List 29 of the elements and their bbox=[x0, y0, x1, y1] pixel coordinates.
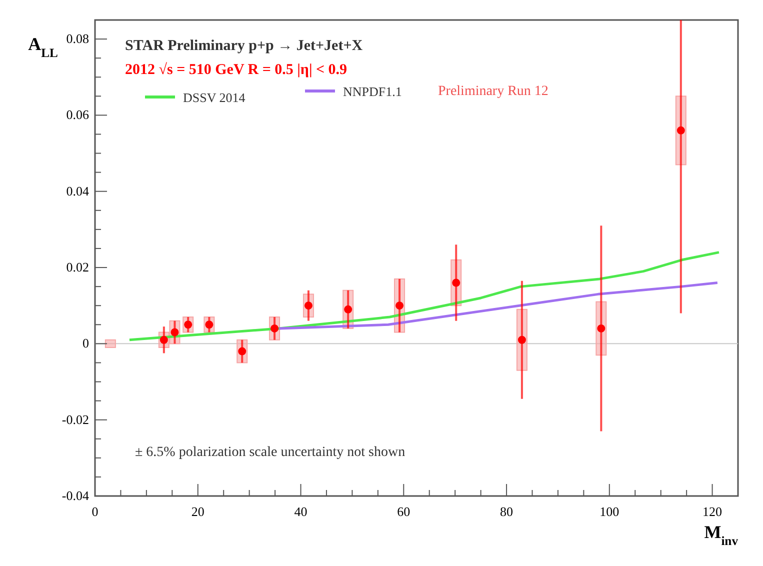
legend-label: NNPDF1.1 bbox=[343, 84, 402, 99]
point bbox=[396, 302, 404, 310]
x-axis-title: M$_{inv}$ bbox=[704, 522, 739, 548]
point bbox=[597, 324, 606, 332]
y-tick-label: -0.04 bbox=[62, 488, 90, 503]
legend-label: DSSV 2014 bbox=[183, 90, 246, 105]
point bbox=[344, 305, 352, 314]
bar bbox=[104, 339, 116, 348]
annotation: ± 6.5% polarization scale uncertainty not shown bbox=[135, 445, 406, 460]
y-tick-label: 0.02 bbox=[66, 260, 89, 275]
x-tick-label: 60 bbox=[397, 504, 410, 519]
text: STAR Preliminary p+p → Jet+Jet+X bbox=[125, 38, 363, 54]
y-tick-label: 0 bbox=[82, 336, 89, 351]
point bbox=[518, 336, 526, 344]
y-tick-label: 0.04 bbox=[66, 183, 90, 198]
x-tick-label: 100 bbox=[600, 504, 620, 519]
y-tick-label: 0.08 bbox=[66, 31, 89, 46]
x-tick-label: 80 bbox=[500, 504, 514, 519]
y-axis-title: A$_{LL}$ bbox=[28, 34, 58, 60]
y-tick-label: 0.06 bbox=[66, 107, 90, 122]
text: 2012 √s = 510 GeV R = 0.5 |η| < 0.9 bbox=[125, 62, 348, 78]
x-tick-label: 120 bbox=[702, 504, 722, 519]
x-tick-label: 20 bbox=[191, 504, 204, 519]
line-series bbox=[128, 251, 720, 342]
annotation: Preliminary Run 12 bbox=[438, 84, 548, 99]
point bbox=[676, 126, 685, 134]
x-tick-label: 40 bbox=[294, 504, 308, 519]
y-tick-label: -0.02 bbox=[62, 412, 89, 427]
point bbox=[452, 278, 460, 287]
